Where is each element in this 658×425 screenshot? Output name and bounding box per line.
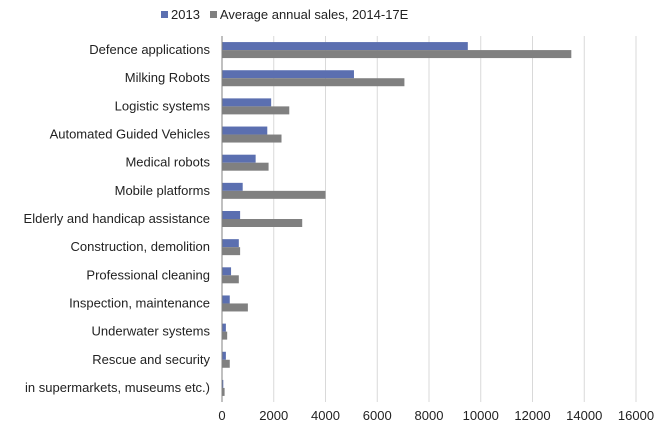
legend-item-series-2: Average annual sales, 2014-17E <box>209 7 409 22</box>
bar-series-1-5 <box>222 182 243 191</box>
x-tick-label-2000: 2000 <box>259 408 288 423</box>
bar-series-2-5 <box>222 190 326 199</box>
legend-item-series-1: 2013 <box>161 7 200 22</box>
x-tick-label-16000: 16000 <box>618 408 654 423</box>
bar-series-2-11 <box>222 359 230 368</box>
category-label-1: Milking Robots <box>125 70 211 85</box>
x-tick-label-4000: 4000 <box>311 408 340 423</box>
bar-series-2-9 <box>222 303 248 312</box>
x-tick-label-10000: 10000 <box>463 408 499 423</box>
category-label-11: Rescue and security <box>92 352 210 367</box>
category-label-2: Logistic systems <box>115 98 211 113</box>
legend-label-series-1: 2013 <box>171 7 200 22</box>
bar-series-2-0 <box>222 50 572 59</box>
category-label-8: Professional cleaning <box>86 267 210 282</box>
legend-swatch-series-1 <box>161 11 168 18</box>
bar-series-1-10 <box>222 323 226 332</box>
bar-series-2-3 <box>222 134 282 143</box>
bar-series-2-12 <box>222 387 225 396</box>
category-label-7: Construction, demolition <box>71 239 210 254</box>
bar-series-2-1 <box>222 78 405 87</box>
bar-series-2-8 <box>222 275 239 284</box>
x-tick-label-12000: 12000 <box>514 408 550 423</box>
bar-series-1-2 <box>222 98 272 107</box>
x-tick-label-0: 0 <box>218 408 225 423</box>
bar-series-1-6 <box>222 211 241 219</box>
chart-legend: 2013 Average annual sales, 2014-17E <box>161 7 408 22</box>
bar-series-1-1 <box>222 70 354 79</box>
bar-series-2-6 <box>222 219 303 227</box>
bar-series-1-0 <box>222 42 468 51</box>
bar-series-1-9 <box>222 295 230 304</box>
category-label-9: Inspection, maintenance <box>69 295 210 310</box>
category-label-12: in supermarkets, museums etc.) <box>25 380 210 395</box>
bar-series-2-4 <box>222 162 269 171</box>
category-labels: Defence applications Milking Robots Logist… <box>24 42 211 395</box>
category-label-4: Medical robots <box>125 155 210 170</box>
x-tick-label-8000: 8000 <box>415 408 444 423</box>
bar-series-2-7 <box>222 247 241 256</box>
legend-label-series-2: Average annual sales, 2014-17E <box>219 7 409 22</box>
bar-series-1-8 <box>222 267 232 276</box>
category-label-3: Automated Guided Vehicles <box>50 127 211 142</box>
category-label-0: Defence applications <box>89 42 210 57</box>
x-tick-label-6000: 6000 <box>363 408 392 423</box>
category-label-10: Underwater systems <box>92 324 211 339</box>
category-label-6: Elderly and handicap assistance <box>24 211 210 226</box>
bar-series-1-3 <box>222 126 268 135</box>
bar-series-1-7 <box>222 239 239 248</box>
bar-series-2-2 <box>222 106 290 115</box>
bar-series-1-11 <box>222 351 226 360</box>
legend-swatch-series-2 <box>209 11 217 18</box>
category-label-5: Mobile platforms <box>115 183 211 198</box>
gridlines <box>273 36 637 402</box>
x-tick-labels: 0 2000 4000 6000 8000 10000 12000 14000 16000 <box>218 408 654 423</box>
bar-series-1-12 <box>222 379 224 388</box>
bar-series-2-10 <box>222 331 228 340</box>
x-tick-label-14000: 14000 <box>566 408 602 423</box>
bar-series-1-4 <box>222 154 256 163</box>
bars-group <box>222 42 572 396</box>
